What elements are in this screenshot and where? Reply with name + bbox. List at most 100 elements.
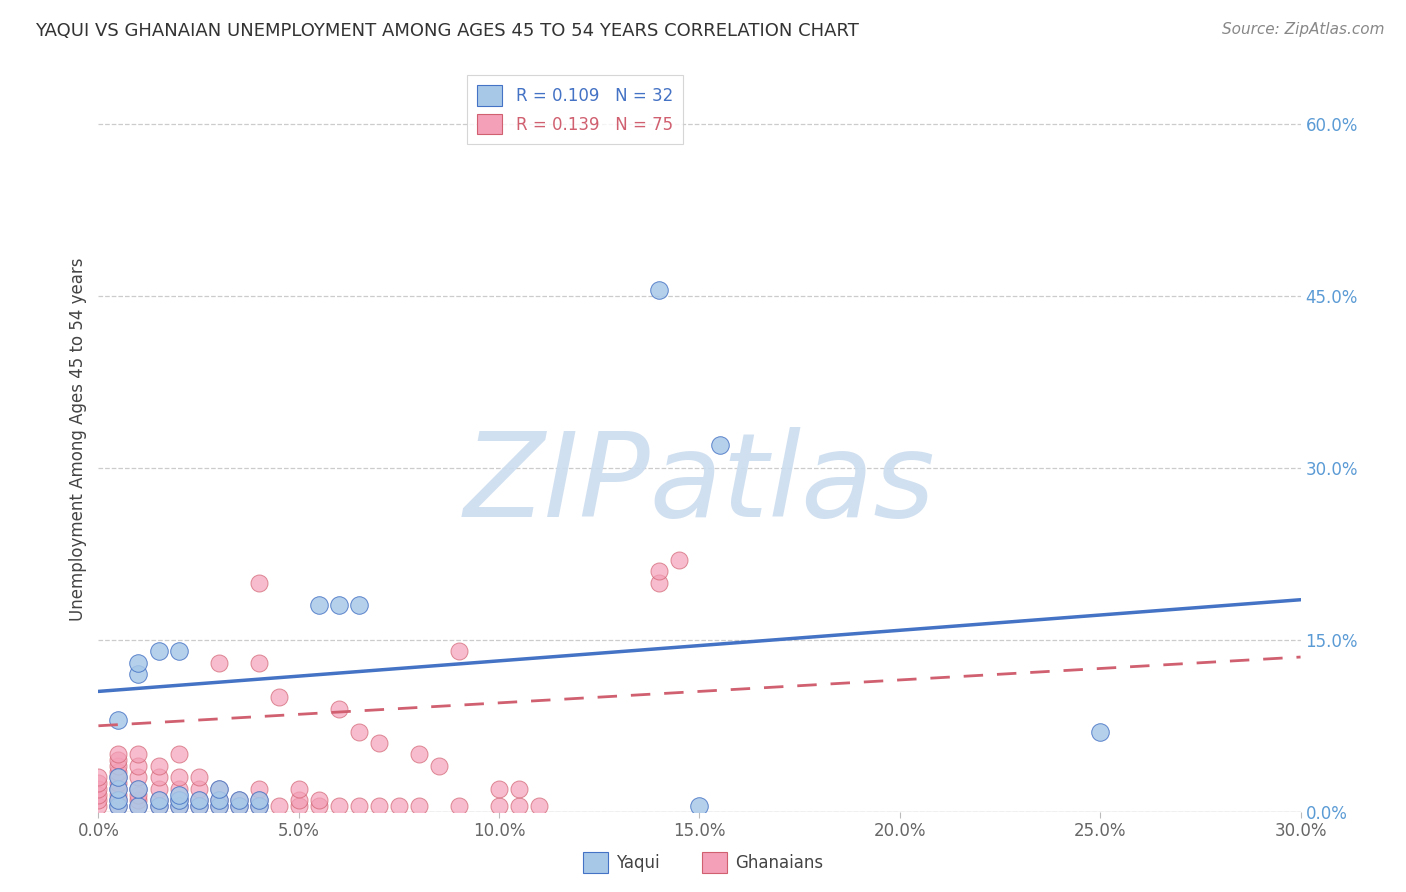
Point — [87, 776, 110, 790]
Point — [87, 770, 110, 784]
Point — [228, 799, 250, 814]
Point — [167, 799, 190, 814]
Point — [447, 799, 470, 814]
Point — [107, 713, 129, 727]
Point — [107, 753, 129, 767]
Point — [247, 793, 270, 807]
Point — [87, 781, 110, 796]
Point — [167, 799, 190, 814]
Point — [128, 793, 150, 807]
Point — [247, 799, 270, 814]
Point — [187, 799, 209, 814]
Point — [187, 799, 209, 814]
Point — [208, 781, 231, 796]
Point — [228, 793, 250, 807]
Point — [128, 667, 150, 681]
Point — [267, 799, 290, 814]
Point — [107, 747, 129, 762]
Point — [488, 781, 510, 796]
Point — [167, 793, 190, 807]
Text: YAQUI VS GHANAIAN UNEMPLOYMENT AMONG AGES 45 TO 54 YEARS CORRELATION CHART: YAQUI VS GHANAIAN UNEMPLOYMENT AMONG AGE… — [35, 22, 859, 40]
Point — [288, 799, 311, 814]
Point — [648, 284, 671, 298]
Point — [347, 799, 370, 814]
Point — [267, 690, 290, 705]
Point — [247, 781, 270, 796]
Point — [247, 656, 270, 670]
Point — [148, 799, 170, 814]
Point — [328, 599, 350, 613]
Point — [208, 793, 231, 807]
Point — [408, 747, 430, 762]
Point — [529, 799, 551, 814]
Point — [488, 799, 510, 814]
Point — [228, 793, 250, 807]
Point — [187, 793, 209, 807]
Point — [187, 770, 209, 784]
Point — [208, 799, 231, 814]
Point — [107, 764, 129, 779]
Point — [347, 599, 370, 613]
Point — [167, 781, 190, 796]
Point — [167, 788, 190, 802]
Point — [107, 793, 129, 807]
Point — [107, 788, 129, 802]
Point — [208, 781, 231, 796]
Point — [107, 799, 129, 814]
Point — [208, 793, 231, 807]
Point — [128, 788, 150, 802]
Point — [208, 799, 231, 814]
Point — [148, 793, 170, 807]
Point — [288, 793, 311, 807]
Point — [107, 776, 129, 790]
Point — [167, 747, 190, 762]
Point — [508, 781, 530, 796]
Point — [107, 793, 129, 807]
Point — [87, 788, 110, 802]
Point — [107, 770, 129, 784]
Point — [368, 799, 391, 814]
Point — [107, 759, 129, 773]
Point — [648, 575, 671, 590]
Point — [328, 701, 350, 715]
Point — [87, 793, 110, 807]
Point — [87, 799, 110, 814]
Point — [247, 793, 270, 807]
Point — [167, 644, 190, 658]
Point — [107, 799, 129, 814]
Point — [308, 799, 330, 814]
Point — [709, 438, 731, 452]
Point — [107, 770, 129, 784]
Point — [167, 793, 190, 807]
Point — [128, 770, 150, 784]
Point — [508, 799, 530, 814]
Legend: R = 0.109   N = 32, R = 0.139   N = 75: R = 0.109 N = 32, R = 0.139 N = 75 — [467, 75, 683, 145]
Point — [148, 799, 170, 814]
Legend: Yaqui, Ghanaians: Yaqui, Ghanaians — [576, 846, 830, 880]
Point — [128, 747, 150, 762]
Point — [308, 793, 330, 807]
Point — [128, 781, 150, 796]
Point — [247, 799, 270, 814]
Point — [427, 759, 450, 773]
Point — [328, 799, 350, 814]
Point — [148, 644, 170, 658]
Point — [167, 770, 190, 784]
Point — [689, 799, 711, 814]
Point — [107, 781, 129, 796]
Point — [187, 793, 209, 807]
Point — [148, 781, 170, 796]
Point — [187, 781, 209, 796]
Point — [447, 644, 470, 658]
Text: ZIPatlas: ZIPatlas — [464, 427, 935, 541]
Point — [128, 656, 150, 670]
Point — [208, 656, 231, 670]
Point — [107, 781, 129, 796]
Point — [228, 799, 250, 814]
Point — [148, 793, 170, 807]
Point — [128, 759, 150, 773]
Point — [148, 759, 170, 773]
Point — [128, 799, 150, 814]
Point — [247, 575, 270, 590]
Text: Source: ZipAtlas.com: Source: ZipAtlas.com — [1222, 22, 1385, 37]
